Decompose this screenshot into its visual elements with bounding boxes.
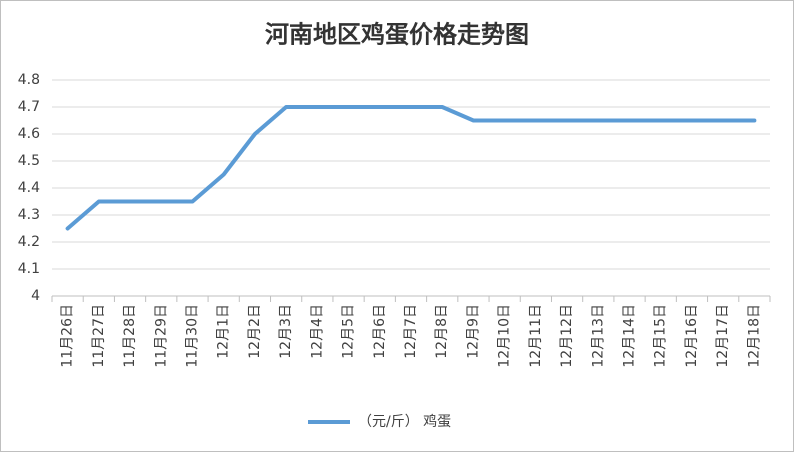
x-tick-label: 12月7日 [403,304,419,359]
x-tick-label: 11月28日 [122,304,138,368]
y-tick-label: 4.1 [18,261,40,277]
x-tick-label: 12月3日 [278,304,294,359]
x-tick-label: 12月10日 [497,304,513,368]
x-tick-label: 12月4日 [309,304,325,359]
x-tick-label: 12月12日 [559,304,575,368]
x-tick-label: 12月16日 [684,304,700,368]
x-tick-label: 11月30日 [184,304,200,368]
legend-label: （元/斤） 鸡蛋 [358,413,451,430]
y-tick-label: 4.4 [18,180,40,196]
y-tick-label: 4.2 [18,234,40,250]
x-tick-label: 12月9日 [465,304,481,359]
x-tick-label: 12月2日 [247,304,263,359]
y-tick-label: 4.6 [18,126,40,142]
y-tick-label: 4.5 [18,153,40,169]
line [65,105,757,231]
x-tick-label: 11月26日 [60,304,76,368]
y-tick-label: 4.3 [18,207,40,223]
x-tick-label: 11月27日 [91,304,107,368]
chart-title: 河南地区鸡蛋价格走势图 [265,20,529,49]
x-tick-label: 12月6日 [372,304,388,359]
y-tick-label: 4 [31,288,40,304]
x-tick-label: 12月14日 [622,304,638,368]
x-tick-label: 12月17日 [715,304,731,368]
x-tick-label: 12月5日 [341,304,357,359]
x-tick-label: 11月29日 [153,304,169,368]
x-tick-label: 12月1日 [216,304,232,359]
y-tick-label: 4.7 [18,99,40,115]
x-tick-label: 12月18日 [746,304,762,368]
x-tick-label: 12月11日 [528,304,544,368]
x-tick-label: 12月8日 [434,304,450,359]
y-tick-label: 4.8 [18,72,40,88]
x-tick-label: 12月13日 [590,304,606,368]
x-tick-label: 12月15日 [653,304,669,368]
